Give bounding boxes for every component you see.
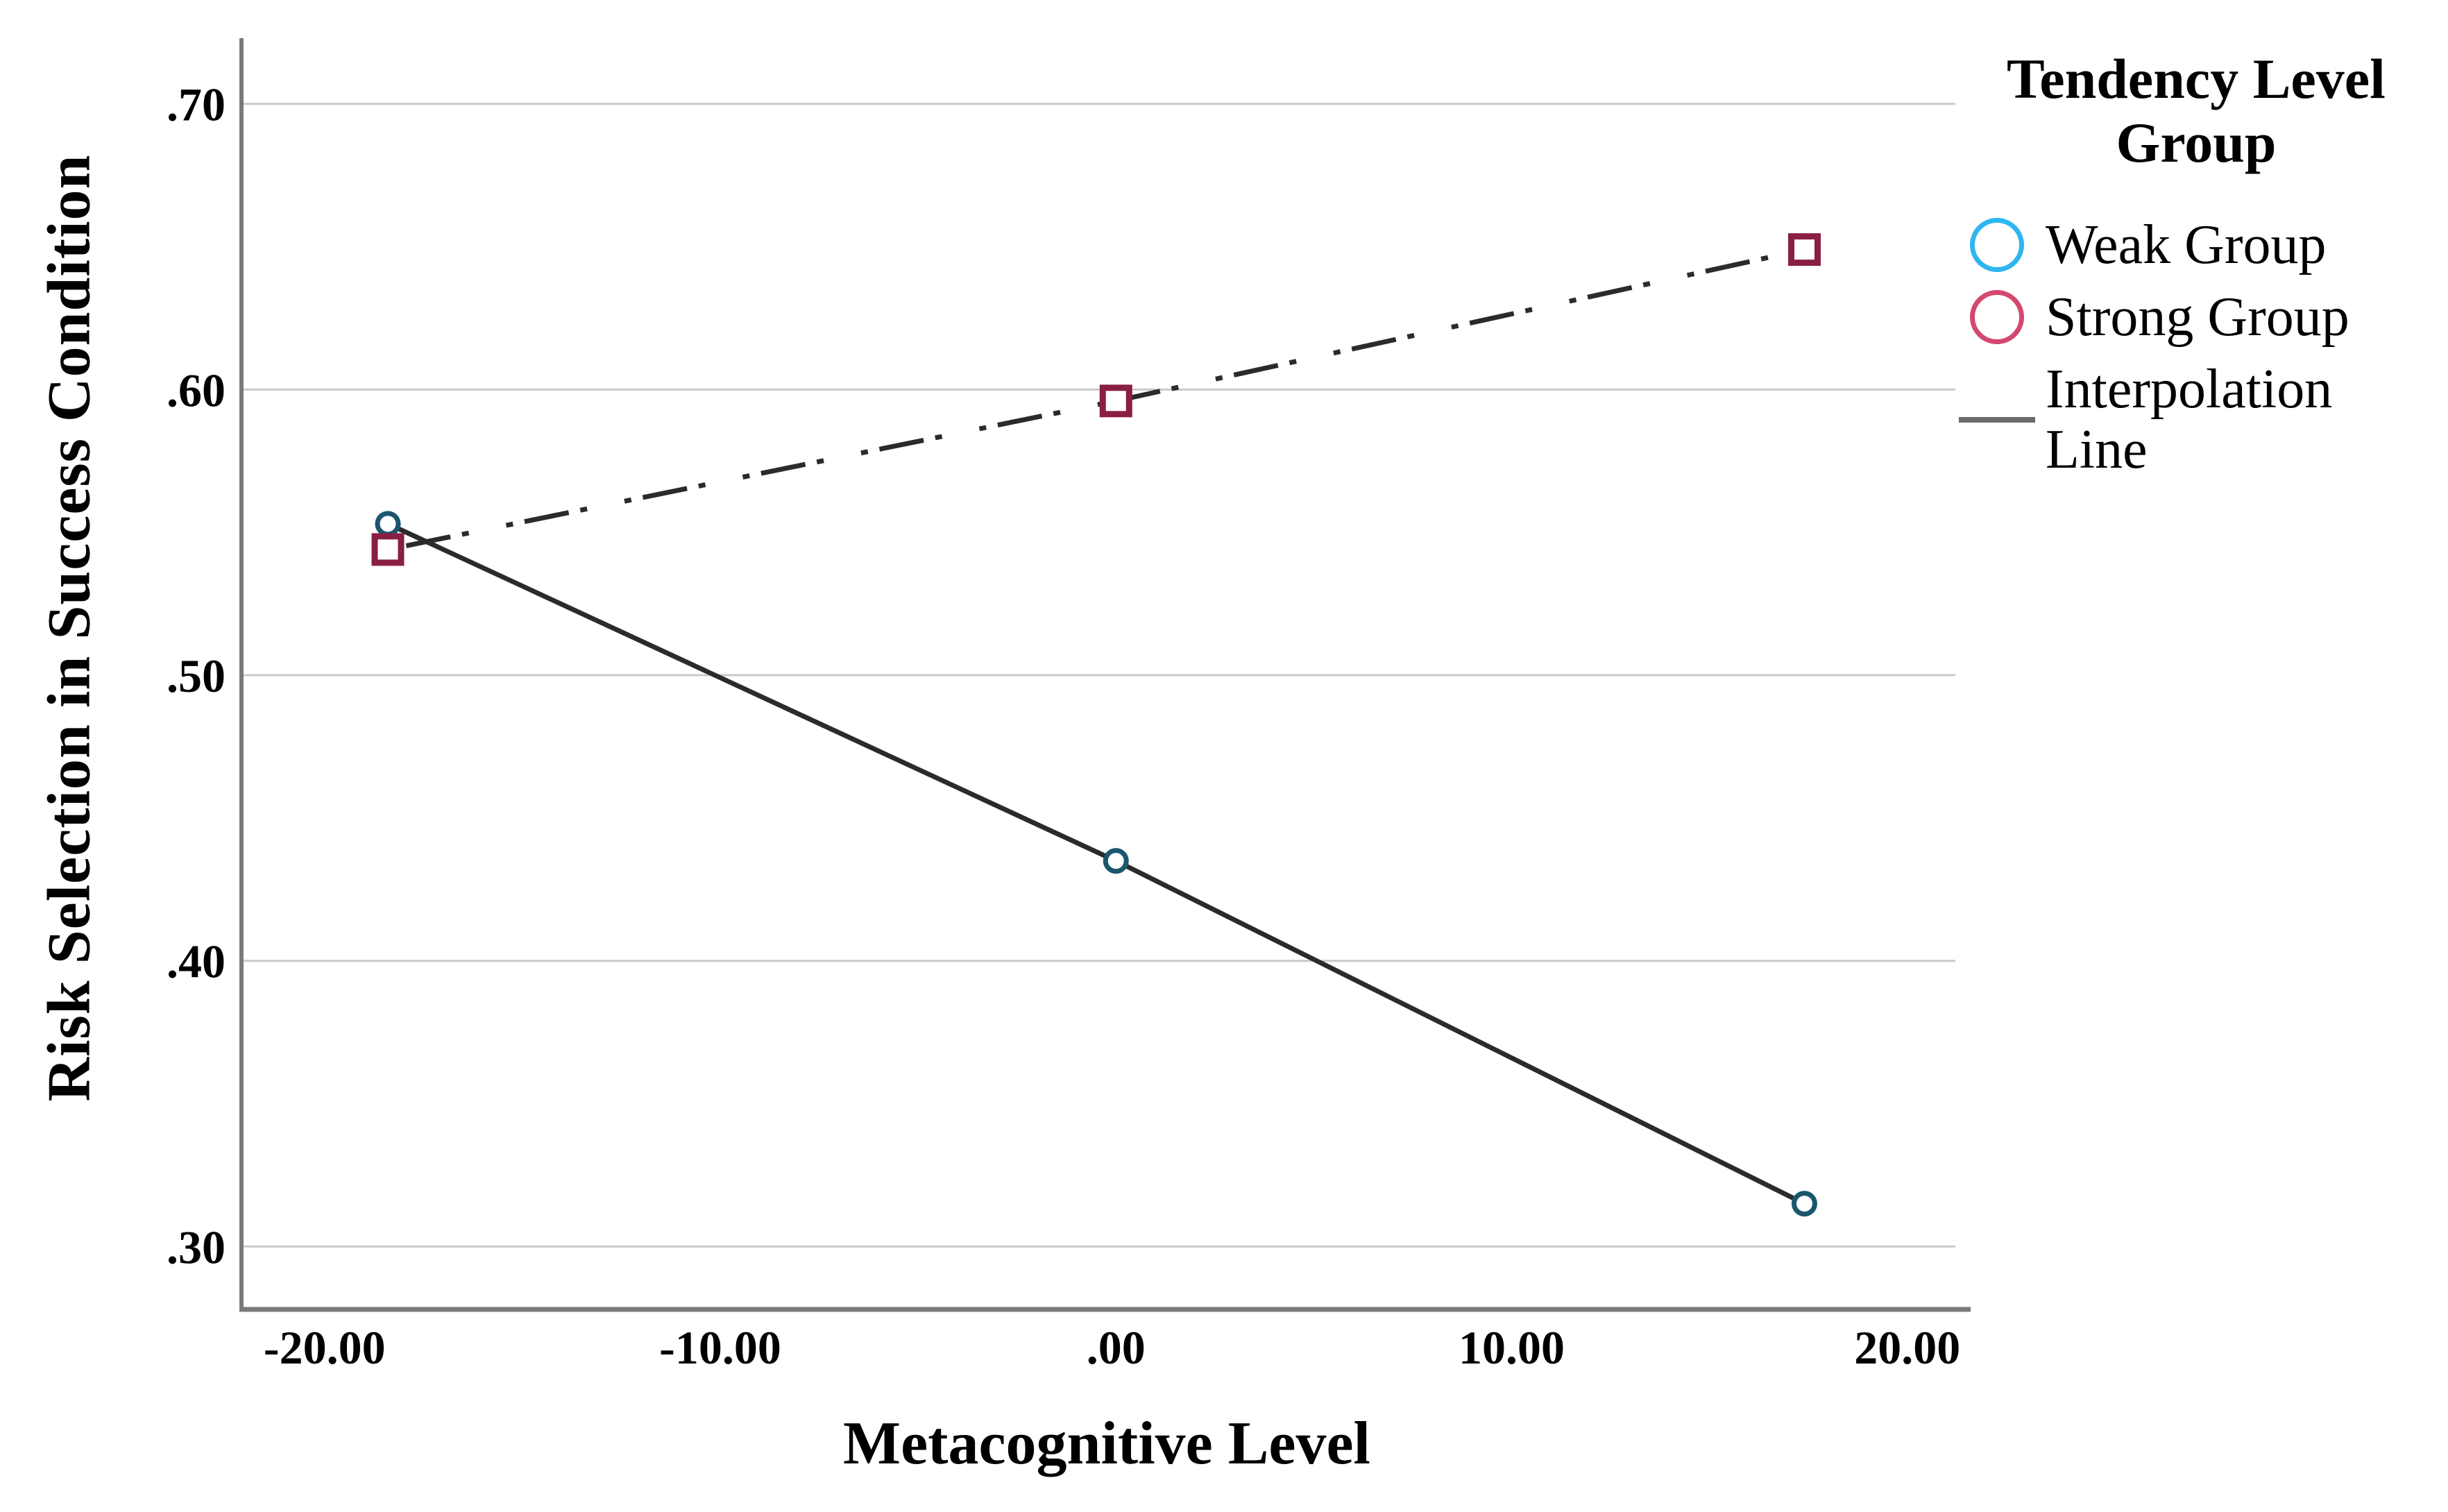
data-point-square xyxy=(1787,233,1821,266)
legend-swatch-cell xyxy=(1953,290,2040,345)
legend-swatch-cell xyxy=(1953,416,2040,423)
legend-circle-swatch xyxy=(1969,217,2024,272)
series-line-weak-group xyxy=(386,521,1806,1206)
legend-line-swatch xyxy=(1958,416,2035,423)
x-tick-label: 20.00 xyxy=(1854,1321,1960,1374)
y-tick-label: .60 xyxy=(167,364,226,416)
data-point-circle xyxy=(1791,1191,1817,1217)
legend-entry: Interpolation Line xyxy=(1953,359,2439,479)
data-point-square xyxy=(1099,384,1132,418)
legend-entry: Strong Group xyxy=(1953,287,2439,347)
x-tick-label: -10.00 xyxy=(659,1321,781,1374)
legend: Tendency Level Group Weak Group Strong Gr… xyxy=(1953,47,2439,479)
x-tick-label: -20.00 xyxy=(264,1321,386,1374)
legend-circle-swatch xyxy=(1969,290,2024,345)
y-tick-label: .40 xyxy=(167,935,226,988)
data-point-circle xyxy=(1103,848,1129,874)
y-tick-label: .70 xyxy=(167,78,226,131)
data-point-circle xyxy=(375,511,401,537)
legend-entry-label: Strong Group xyxy=(2046,287,2349,348)
legend-items: Weak Group Strong Group Interpolation Line xyxy=(1953,214,2439,480)
y-tick-label: .50 xyxy=(167,649,226,702)
legend-entry-label: Interpolation Line xyxy=(2046,359,2333,480)
x-tick-label: 10.00 xyxy=(1459,1321,1565,1374)
data-point-square xyxy=(371,533,405,566)
x-tick-label: .00 xyxy=(1087,1321,1146,1374)
y-tick-label: .30 xyxy=(167,1221,226,1273)
legend-entry-label: Weak Group xyxy=(2046,214,2327,275)
legend-entry: Weak Group xyxy=(1953,214,2439,275)
y-axis-title: Risk Selection in Success Condition xyxy=(35,154,103,1102)
legend-title: Tendency Level Group xyxy=(2007,47,2386,174)
series-line-strong-group xyxy=(387,247,1805,552)
x-axis-title: Metacognitive Level xyxy=(843,1410,1370,1477)
legend-swatch-cell xyxy=(1953,217,2040,272)
